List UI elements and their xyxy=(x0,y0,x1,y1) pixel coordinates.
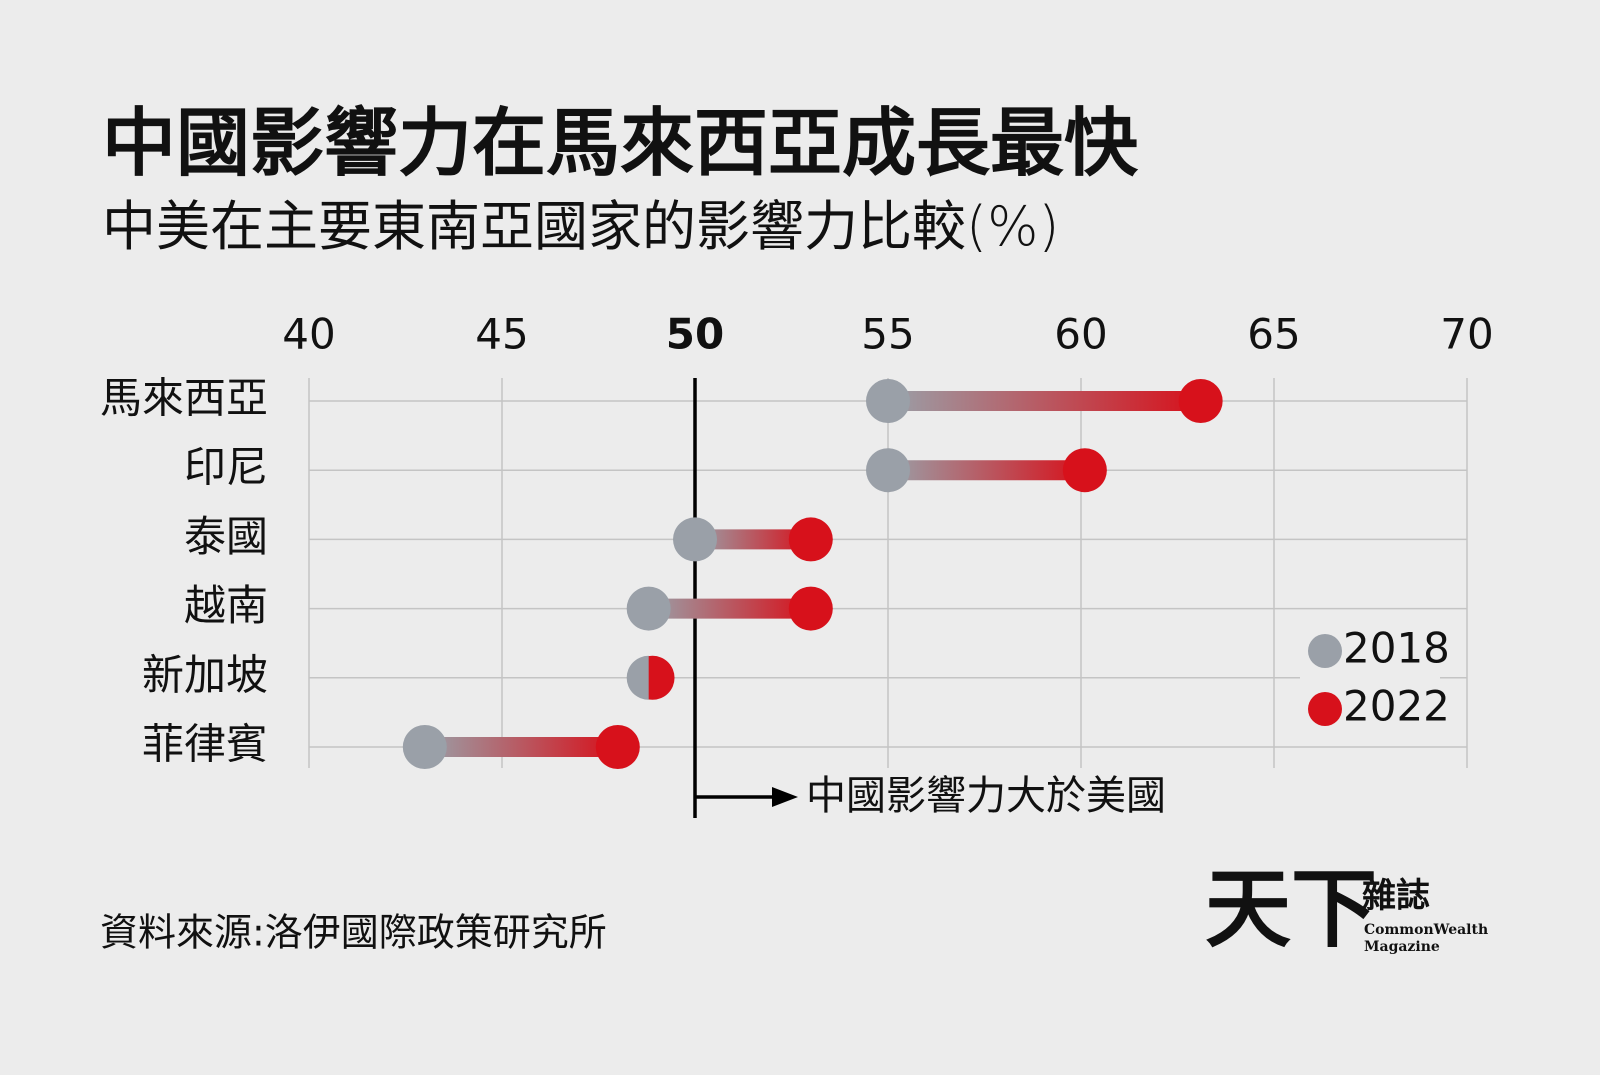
y-tick-label: 越南 xyxy=(184,581,268,630)
logo-en: CommonWealth xyxy=(1364,922,1488,938)
x-tick-label: 65 xyxy=(1247,310,1300,359)
y-tick-label: 印尼 xyxy=(184,443,268,492)
dot-2018 xyxy=(402,725,447,769)
x-tick-label: 45 xyxy=(475,310,528,359)
legend-marker xyxy=(1308,692,1342,726)
dot-2018 xyxy=(673,517,717,562)
dot-2018 xyxy=(626,586,671,631)
y-tick-label: 新加坡 xyxy=(142,650,268,699)
y-tick-label: 馬來西亞 xyxy=(100,374,268,423)
dot-2018 xyxy=(866,448,910,493)
dot-2022 xyxy=(788,517,833,562)
dot-2022 xyxy=(595,725,640,769)
legend-marker xyxy=(1308,634,1342,668)
dot-2018 xyxy=(866,379,910,423)
chart-subtitle: 中美在主要東南亞國家的影響力比較(%) xyxy=(102,195,1059,258)
source: 資料來源:洛伊國際政策研究所 xyxy=(100,911,607,955)
x-tick-label: 50 xyxy=(666,310,724,359)
logo-name: 天下 xyxy=(1205,859,1377,960)
dot-2022 xyxy=(788,586,833,631)
dot-2018 xyxy=(626,655,649,700)
dot-2022 xyxy=(1178,379,1223,423)
x-tick-label: 40 xyxy=(282,310,335,359)
x-tick-label: 60 xyxy=(1054,310,1107,359)
logo-en: Magazine xyxy=(1364,939,1440,955)
reference-arrowhead xyxy=(772,787,798,807)
chart-title: 中國影響力在馬來西亞成長最快 xyxy=(102,101,1139,187)
y-tick-label: 菲律賓 xyxy=(142,720,268,769)
reference-label: 中國影響力大於美國 xyxy=(806,773,1166,819)
dot-2022 xyxy=(1062,448,1107,493)
x-tick-label: 70 xyxy=(1440,310,1493,359)
legend-label: 2022 xyxy=(1343,682,1450,731)
y-tick-label: 泰國 xyxy=(184,512,268,561)
legend-label: 2018 xyxy=(1343,624,1450,673)
logo-name2: 雜誌 xyxy=(1362,876,1430,916)
x-tick-label: 55 xyxy=(861,310,914,359)
